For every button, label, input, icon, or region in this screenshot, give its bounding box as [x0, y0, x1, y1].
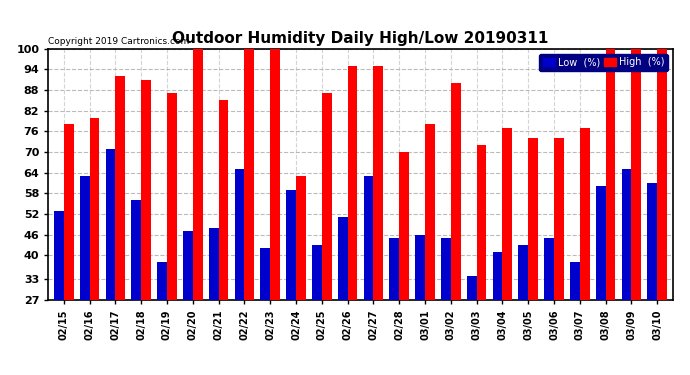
- Bar: [296, 176, 306, 300]
- Text: Copyright 2019 Cartronics.com: Copyright 2019 Cartronics.com: [48, 37, 190, 46]
- Bar: [467, 276, 477, 300]
- Bar: [364, 176, 373, 300]
- Bar: [544, 238, 554, 300]
- Bar: [529, 138, 538, 300]
- Bar: [322, 93, 332, 300]
- Bar: [658, 49, 667, 300]
- Bar: [425, 124, 435, 300]
- Bar: [54, 210, 63, 300]
- Bar: [286, 190, 296, 300]
- Legend: Low  (%), High  (%): Low (%), High (%): [540, 54, 668, 71]
- Bar: [631, 49, 641, 300]
- Title: Outdoor Humidity Daily High/Low 20190311: Outdoor Humidity Daily High/Low 20190311: [172, 31, 549, 46]
- Bar: [400, 152, 409, 300]
- Bar: [338, 217, 348, 300]
- Bar: [244, 49, 254, 300]
- Bar: [141, 80, 151, 300]
- Bar: [219, 100, 228, 300]
- Bar: [209, 228, 219, 300]
- Bar: [115, 76, 125, 300]
- Bar: [580, 128, 590, 300]
- Bar: [270, 49, 280, 300]
- Bar: [570, 262, 580, 300]
- Bar: [167, 93, 177, 300]
- Bar: [477, 145, 486, 300]
- Bar: [183, 231, 193, 300]
- Bar: [622, 169, 631, 300]
- Bar: [193, 49, 203, 300]
- Bar: [389, 238, 400, 300]
- Bar: [451, 83, 461, 300]
- Bar: [348, 66, 357, 300]
- Bar: [80, 176, 90, 300]
- Bar: [106, 148, 115, 300]
- Bar: [373, 66, 383, 300]
- Bar: [596, 186, 606, 300]
- Bar: [441, 238, 451, 300]
- Bar: [312, 245, 322, 300]
- Bar: [63, 124, 74, 300]
- Bar: [235, 169, 244, 300]
- Bar: [493, 252, 502, 300]
- Bar: [131, 200, 141, 300]
- Bar: [415, 235, 425, 300]
- Bar: [606, 49, 615, 300]
- Bar: [554, 138, 564, 300]
- Bar: [502, 128, 512, 300]
- Bar: [157, 262, 167, 300]
- Bar: [647, 183, 658, 300]
- Bar: [260, 248, 270, 300]
- Bar: [518, 245, 529, 300]
- Bar: [90, 118, 99, 300]
